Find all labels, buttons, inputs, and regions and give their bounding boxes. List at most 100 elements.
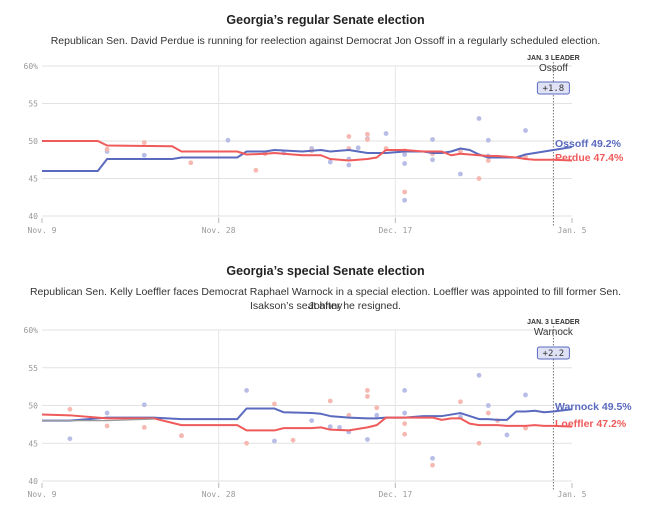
leader-margin-box [536,346,570,360]
y-tick-label: 40 [28,477,38,486]
rep-poll-point [104,146,110,152]
rep-poll-point [402,189,408,195]
rep-poll-point [141,140,147,145]
dem-poll-point [374,412,380,418]
dem-poll-point [504,432,510,438]
x-tick-label: Jan. 5 [558,490,587,499]
x-tick-label: Dec. 17 [378,490,412,499]
rep-poll-point [430,462,435,468]
dem-poll-point [346,162,352,168]
rep-poll-point [365,394,370,399]
y-tick-label: 50 [28,137,38,146]
rep-poll-point [402,431,408,437]
dem-poll-point [523,392,528,398]
dem-poll-point [430,137,435,142]
dem-poll-point [355,145,361,151]
x-tick-label: Nov. 28 [202,490,236,499]
rep-poll-point [476,176,482,181]
dem-poll-point [476,116,482,121]
leader-name: Warnock [534,327,574,338]
rep-poll-point [476,440,482,446]
rep-poll-point [485,158,491,163]
dem-poll-point [225,137,231,143]
rep-poll-point [365,137,370,142]
dem-poll-point [458,171,463,177]
dem-poll-point [402,161,408,166]
y-tick-label: 60% [24,62,39,71]
chart-title: Georgia’s regular Senate election [226,13,425,27]
x-tick-label: Jan. 5 [558,226,587,235]
dem-poll-point [327,424,333,430]
rep-poll-point [188,160,194,166]
rep-poll-point [485,410,491,416]
dem-poll-point [67,436,73,442]
rep-poll-point [365,388,370,393]
rep-poll-point [253,167,259,173]
dem-poll-point [272,438,277,444]
dem-poll-point [244,388,249,393]
rep-poll-point [244,440,249,446]
leader-heading: JAN. 3 LEADER [527,55,580,62]
rep-poll-point [272,401,277,407]
leader-name: Ossoff [539,63,568,74]
dem-poll-point [430,455,435,461]
perdue-series-line [42,140,573,162]
loeffler-series-line [41,413,573,432]
chart-subtitle: Republican Sen. David Perdue is running … [50,35,601,47]
warnock-end-label: Warnock 49.5% [555,401,632,413]
y-tick-label: 60% [24,326,39,335]
leader-margin: +2.2 [543,349,565,359]
chart-subtitle-line-2: Isakson’s seat after he resigned. [250,300,401,312]
rep-poll-point [141,424,147,430]
y-tick-label: 55 [28,100,38,109]
x-tick-label: Nov. 9 [28,226,57,235]
dem-poll-point [365,437,370,442]
rep-poll-point [290,437,296,443]
rep-poll-point [179,433,184,439]
y-tick-label: 45 [28,175,38,184]
chart-regular-senate: 60% 55 50 45 40 Nov. 9 Nov. 28 Dec. 17 Jan. 5 JAN… [24,55,624,235]
dem-poll-point [402,197,408,203]
y-tick-label: 55 [28,364,38,373]
dem-poll-point [402,388,408,393]
x-tick-label: Nov. 28 [202,226,236,235]
y-tick-label: 40 [28,212,38,221]
dem-poll-point [476,372,482,378]
rep-poll-point [67,406,73,412]
rep-poll-point [104,423,110,429]
rep-poll-point [458,399,463,405]
grey-series-line [42,418,154,422]
chart-subtitle-line-1: Republican Sen. Kelly Loeffler faces Dem… [29,286,622,312]
dem-poll-point [309,418,315,423]
rep-poll-point [365,131,370,137]
dem-poll-point [141,152,147,158]
y-tick-label: 50 [28,402,38,411]
dem-poll-point [327,159,333,165]
dem-poll-point [485,137,491,143]
rep-poll-point [458,149,463,154]
rep-poll-point [523,425,528,431]
dem-poll-point [430,157,435,163]
leader-heading: JAN. 3 LEADER [527,319,580,326]
dem-poll-point [402,152,408,157]
rep-poll-point [374,405,380,411]
dem-poll-point [402,410,408,416]
rep-poll-point [327,398,333,404]
chart-title: Georgia’s special Senate election [226,264,425,278]
x-tick-label: Nov. 9 [28,490,57,499]
perdue-end-label: Perdue 47.4% [555,152,624,164]
leader-margin: +1.8 [543,84,565,94]
y-tick-label: 45 [28,439,38,448]
ossoff-end-label: Ossoff 49.2% [555,138,622,150]
dem-poll-point [141,402,147,408]
x-tick-label: Dec. 17 [378,226,412,235]
rep-poll-point [346,134,352,139]
dem-poll-point [383,131,389,136]
dem-poll-point [337,424,342,430]
dem-poll-point [485,403,491,408]
dem-poll-point [523,128,528,133]
rep-poll-point [402,421,408,427]
loeffler-end-label: Loeffler 47.2% [555,418,627,430]
leader-margin-box [536,81,570,95]
